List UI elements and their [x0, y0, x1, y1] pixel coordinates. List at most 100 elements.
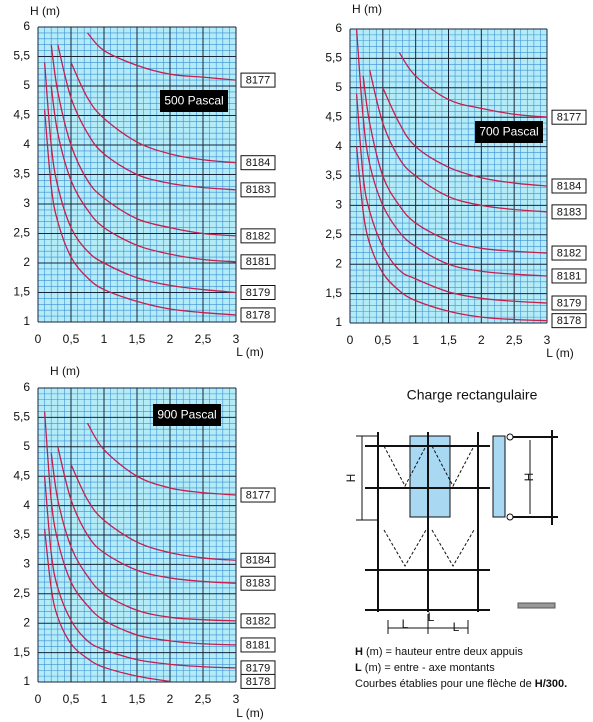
legend-label: 8178: [246, 309, 270, 321]
y-tick-label: 6: [23, 380, 30, 394]
y-tick-label: 6: [335, 21, 342, 35]
legend-label: 8182: [246, 615, 270, 627]
x-tick-label: 2,5: [506, 333, 523, 347]
legend-box: [240, 182, 276, 198]
y-tick-label: 1,5: [13, 645, 30, 659]
legend-label: 8183: [246, 184, 270, 196]
title-box: [475, 121, 543, 143]
x-tick-label: 0,5: [63, 332, 80, 346]
curve: [70, 464, 237, 561]
legend-label: 8181: [557, 270, 581, 282]
x-tick-label: 0: [35, 332, 42, 346]
y-tick-label: 1: [23, 314, 30, 328]
legend-label: 8184: [246, 157, 270, 169]
legend-box: [240, 155, 276, 171]
curve: [86, 422, 237, 496]
y-tick-label: 3: [23, 557, 30, 571]
y-tick-label: 1,5: [13, 285, 30, 299]
curve: [87, 32, 237, 81]
y-tick-label: 2,5: [13, 226, 30, 240]
y-tick-label: 5: [23, 78, 30, 92]
y-tick-label: 3,5: [325, 168, 342, 182]
coupler: [506, 513, 514, 521]
curve: [369, 70, 548, 213]
legend-label: 8183: [557, 206, 581, 218]
load-panel: [409, 435, 451, 518]
y-tick-label: 3: [23, 196, 30, 210]
legend-box: [240, 228, 276, 244]
coupler: [506, 433, 514, 441]
dimension-label: H: [344, 474, 358, 483]
legend-box: [240, 575, 276, 591]
legend-box: [551, 178, 587, 194]
curve: [398, 52, 548, 118]
chart-title: 500 Pascal: [164, 94, 223, 108]
legend-label: 8179: [557, 297, 581, 309]
y-tick-label: 3,5: [13, 527, 30, 541]
y-axis-label: H (m): [352, 2, 382, 16]
legend-box: [240, 254, 276, 270]
legend-box: [551, 109, 587, 125]
curve: [382, 87, 548, 187]
x-tick-label: 3: [233, 332, 240, 346]
legend-label: 8181: [246, 256, 270, 268]
x-tick-label: 1: [101, 692, 108, 706]
legend-label: 8184: [557, 180, 581, 192]
chart: 0 0,5 1 1,5 2 2,5 3 1 1,5 2 2,5 3 3,5 4 4,5 5 5,5 6H (m) L…: [13, 4, 276, 359]
curve: [70, 62, 237, 164]
legend-label: 8177: [557, 112, 581, 124]
y-tick-label: 4: [335, 139, 342, 153]
legend-label: 8179: [246, 287, 270, 299]
curve: [355, 28, 548, 277]
dimension-label: L: [402, 617, 409, 631]
caption: H (m) = hauteur entre deux appuis: [355, 646, 523, 658]
legend-box: [551, 313, 587, 329]
x-axis-label: L (m): [236, 706, 264, 720]
side-plank: [517, 602, 556, 609]
x-tick-label: 1: [101, 332, 108, 346]
legend-label: 8179: [246, 662, 270, 674]
legend-label: 8182: [246, 230, 270, 242]
y-tick-label: 5,5: [325, 51, 342, 65]
caption: L (m) = entre - axe montants: [355, 662, 495, 674]
curve: [50, 452, 237, 622]
y-axis-label: H (m): [50, 364, 80, 378]
legend-label: 8177: [246, 489, 270, 501]
dimension-label: H: [522, 473, 536, 482]
legend-label: 8181: [246, 639, 270, 651]
curve: [57, 446, 237, 584]
x-tick-label: 1,5: [129, 332, 146, 346]
x-tick-label: 1,5: [440, 333, 457, 347]
legend-box: [551, 295, 587, 311]
legend-box: [551, 268, 587, 284]
curve: [43, 476, 237, 669]
y-tick-label: 4,5: [13, 468, 30, 482]
legend-box: [240, 637, 276, 653]
x-tick-label: 1: [412, 333, 419, 347]
x-axis-label: L (m): [546, 346, 574, 360]
scaffold-frame: [365, 432, 490, 612]
x-tick-label: 2,5: [195, 692, 212, 706]
y-tick-label: 4,5: [13, 108, 30, 122]
y-tick-label: 4,5: [325, 109, 342, 123]
legend-box: [240, 285, 276, 300]
title-box: [153, 404, 221, 426]
y-tick-label: 5,5: [13, 410, 30, 424]
legend-box: [240, 307, 276, 323]
y-tick-label: 1,5: [325, 286, 342, 300]
curve: [43, 109, 237, 316]
y-tick-label: 3: [335, 198, 342, 212]
y-tick-label: 4: [23, 137, 30, 151]
legend-box: [240, 673, 276, 689]
x-tick-label: 2: [167, 692, 174, 706]
y-tick-label: 6: [23, 19, 30, 33]
y-tick-label: 5,5: [13, 49, 30, 63]
y-tick-label: 3,5: [13, 167, 30, 181]
chart-title: 900 Pascal: [157, 408, 216, 422]
legend-label: 8184: [246, 555, 270, 567]
legend-box: [551, 204, 587, 220]
curve: [355, 146, 548, 322]
y-axis-label: H (m): [30, 4, 60, 18]
x-tick-label: 0,5: [63, 692, 80, 706]
